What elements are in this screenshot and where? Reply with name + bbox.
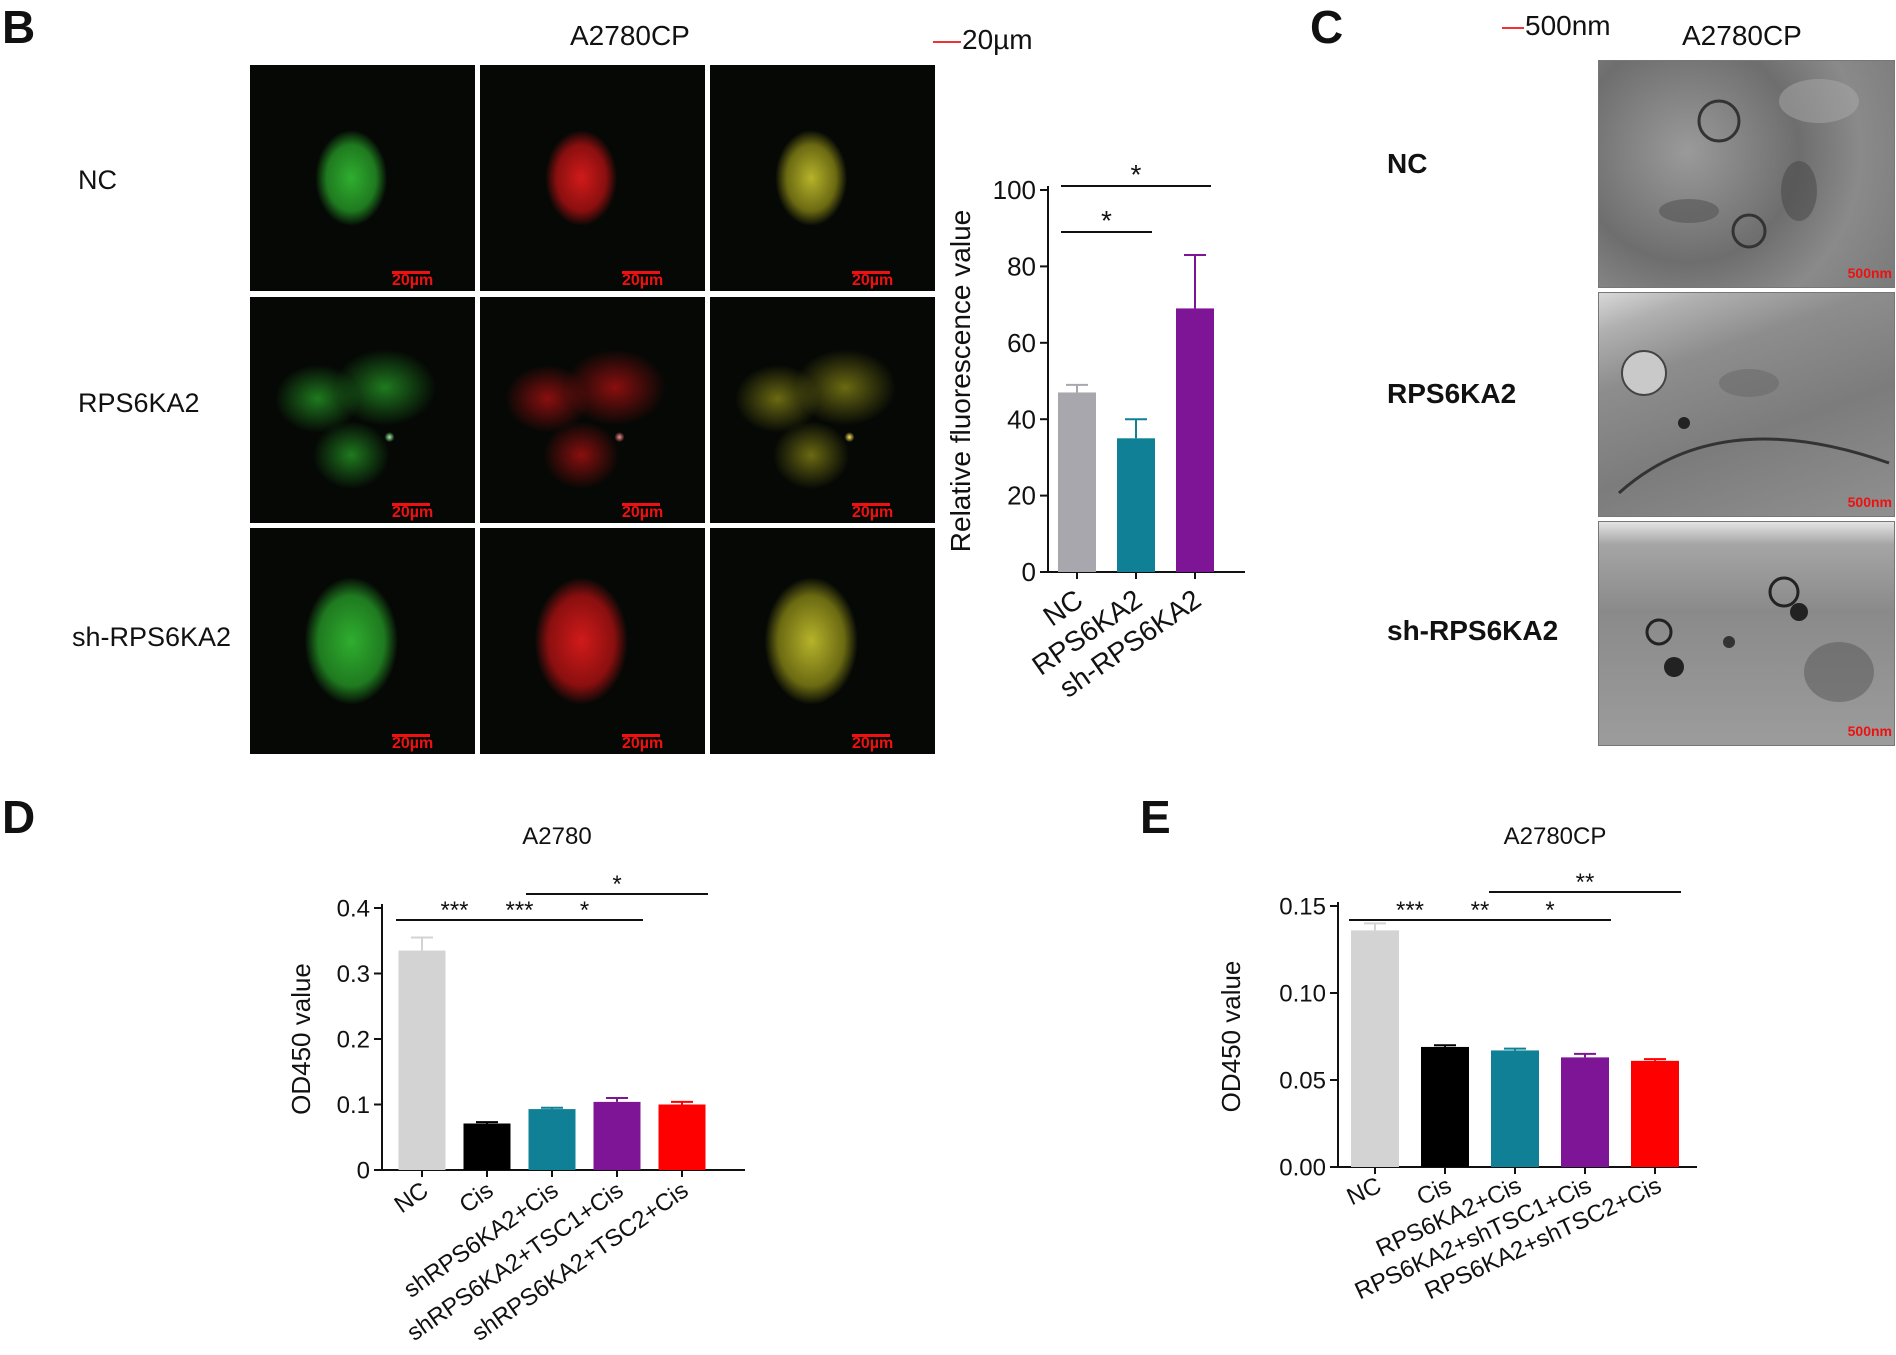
y-axis-label: Relative fluorescence value xyxy=(945,210,976,552)
y-tick-label: 0.2 xyxy=(337,1026,370,1053)
bar xyxy=(1631,1060,1679,1167)
bar xyxy=(1351,930,1399,1167)
tile-scalebar xyxy=(392,734,430,737)
y-tick-label: 0.00 xyxy=(1279,1154,1326,1181)
significance-label: * xyxy=(612,871,621,898)
x-tick-label: NC xyxy=(1343,1172,1386,1211)
fluorescence-tile-sh-rps6ka2-green: 20µm xyxy=(250,528,475,754)
chart-title: A2780CP xyxy=(1504,823,1607,850)
em-image-rps6ka2: 500nm xyxy=(1598,292,1895,517)
tile-scale-label: 20µm xyxy=(622,504,664,521)
panel-c-row-label-rps6ka2: RPS6KA2 xyxy=(1387,378,1517,409)
panel-b-row-label-rps6ka2: RPS6KA2 xyxy=(78,388,200,418)
fluorescence-tile-nc-merge: 20µm xyxy=(710,65,935,291)
y-tick-label: 20 xyxy=(1007,481,1036,511)
fluorescence-tile-nc-red: 20µm xyxy=(480,65,705,291)
panel-letter-b: B xyxy=(2,1,36,53)
bar xyxy=(1176,308,1214,572)
panel-c-top-scale-label: 500nm xyxy=(1525,10,1611,41)
tile-scalebar xyxy=(392,503,430,506)
y-axis-label: OD450 value xyxy=(286,963,316,1115)
tile-scalebar xyxy=(622,503,660,506)
x-tick-label: NC xyxy=(390,1177,434,1219)
panel-c-row-label-sh-rps6ka2: sh-RPS6KA2 xyxy=(1387,615,1559,646)
significance-label: ** xyxy=(1576,869,1595,896)
tile-scalebar xyxy=(622,734,660,737)
bar xyxy=(658,1104,706,1170)
fluorescence-tile-rps6ka2-merge: 20µm xyxy=(710,297,935,523)
tile-scalebar xyxy=(392,271,430,274)
em-texture-nc xyxy=(1659,79,1859,249)
bar xyxy=(1117,438,1155,572)
tile-scale-label: 20µm xyxy=(852,735,894,752)
y-tick-label: 0.4 xyxy=(337,895,370,922)
significance-label: * xyxy=(1101,205,1112,236)
fluorescence-tile-sh-rps6ka2-red: 20µm xyxy=(480,528,705,754)
panel-c-top-scalebar xyxy=(1502,27,1524,29)
tile-scale-label: 20µm xyxy=(622,735,664,752)
panel-b-row-label-nc: NC xyxy=(78,165,117,195)
tile-scalebar xyxy=(622,271,660,274)
bar xyxy=(398,950,446,1170)
panel-b-title: A2780CP xyxy=(570,20,690,51)
y-tick-label: 0.10 xyxy=(1279,980,1326,1007)
panel-c-title: A2780CP xyxy=(1682,20,1802,51)
tile-scale-label: 20µm xyxy=(852,272,894,289)
significance-label: * xyxy=(580,897,589,924)
panel-c-row-label-nc: NC xyxy=(1387,148,1428,179)
chart-title: A2780 xyxy=(522,823,591,850)
significance-label: ** xyxy=(1471,897,1490,924)
panel-letter-e: E xyxy=(1140,791,1171,843)
tile-scale-label: 20µm xyxy=(392,504,434,521)
y-tick-label: 100 xyxy=(993,175,1036,205)
bar xyxy=(1491,1050,1539,1167)
panel-letter-d: D xyxy=(2,791,36,843)
em-scale-label-nc: 500nm xyxy=(1847,265,1892,281)
y-tick-label: 80 xyxy=(1007,252,1036,282)
y-tick-label: 0.1 xyxy=(337,1092,370,1119)
em-scale-label-sh-rps6ka2: 500nm xyxy=(1847,723,1892,739)
em-image-sh-rps6ka2: 500nm xyxy=(1598,521,1895,746)
panel-b-row-label-sh-rps6ka2: sh-RPS6KA2 xyxy=(72,622,232,652)
tile-scale-label: 20µm xyxy=(852,504,894,521)
bar xyxy=(1561,1057,1609,1167)
tile-scalebar xyxy=(852,503,890,506)
fluorescence-tile-rps6ka2-red: 20µm xyxy=(480,297,705,523)
y-tick-label: 40 xyxy=(1007,404,1036,434)
significance-label: * xyxy=(1131,159,1142,190)
fluorescence-tile-sh-rps6ka2-merge: 20µm xyxy=(710,528,935,754)
y-axis-label: OD450 value xyxy=(1216,961,1246,1113)
y-tick-label: 0.15 xyxy=(1279,893,1326,920)
tile-scalebar xyxy=(852,734,890,737)
y-tick-label: 0.3 xyxy=(337,961,370,988)
y-tick-label: 0 xyxy=(357,1157,370,1184)
y-tick-label: 0 xyxy=(1022,557,1036,587)
bar xyxy=(1058,392,1096,572)
panel-b-top-scale-label: 20µm xyxy=(962,24,1033,55)
em-texture-rps6ka2 xyxy=(1617,350,1890,495)
tile-scale-label: 20µm xyxy=(622,272,664,289)
fluorescence-tile-rps6ka2-green: 20µm xyxy=(250,297,475,523)
panel-b-top-scalebar xyxy=(933,41,961,43)
em-scale-label-rps6ka2: 500nm xyxy=(1847,494,1892,510)
em-image-nc: 500nm xyxy=(1598,60,1895,288)
tile-scale-label: 20µm xyxy=(392,735,434,752)
y-tick-label: 60 xyxy=(1007,328,1036,358)
em-texture-sh-rps6ka2 xyxy=(1645,576,1874,702)
x-tick-label: Cis xyxy=(455,1177,499,1219)
tile-scale-label: 20µm xyxy=(392,272,434,289)
significance-label: * xyxy=(1545,897,1554,924)
bar xyxy=(593,1101,641,1170)
bar xyxy=(1421,1046,1469,1167)
tile-scalebar xyxy=(852,271,890,274)
bar xyxy=(463,1123,511,1170)
fluorescence-tile-nc-green: 20µm xyxy=(250,65,475,291)
y-tick-label: 0.05 xyxy=(1279,1067,1326,1094)
bar xyxy=(528,1109,576,1170)
panel-letter-c: C xyxy=(1310,1,1344,53)
